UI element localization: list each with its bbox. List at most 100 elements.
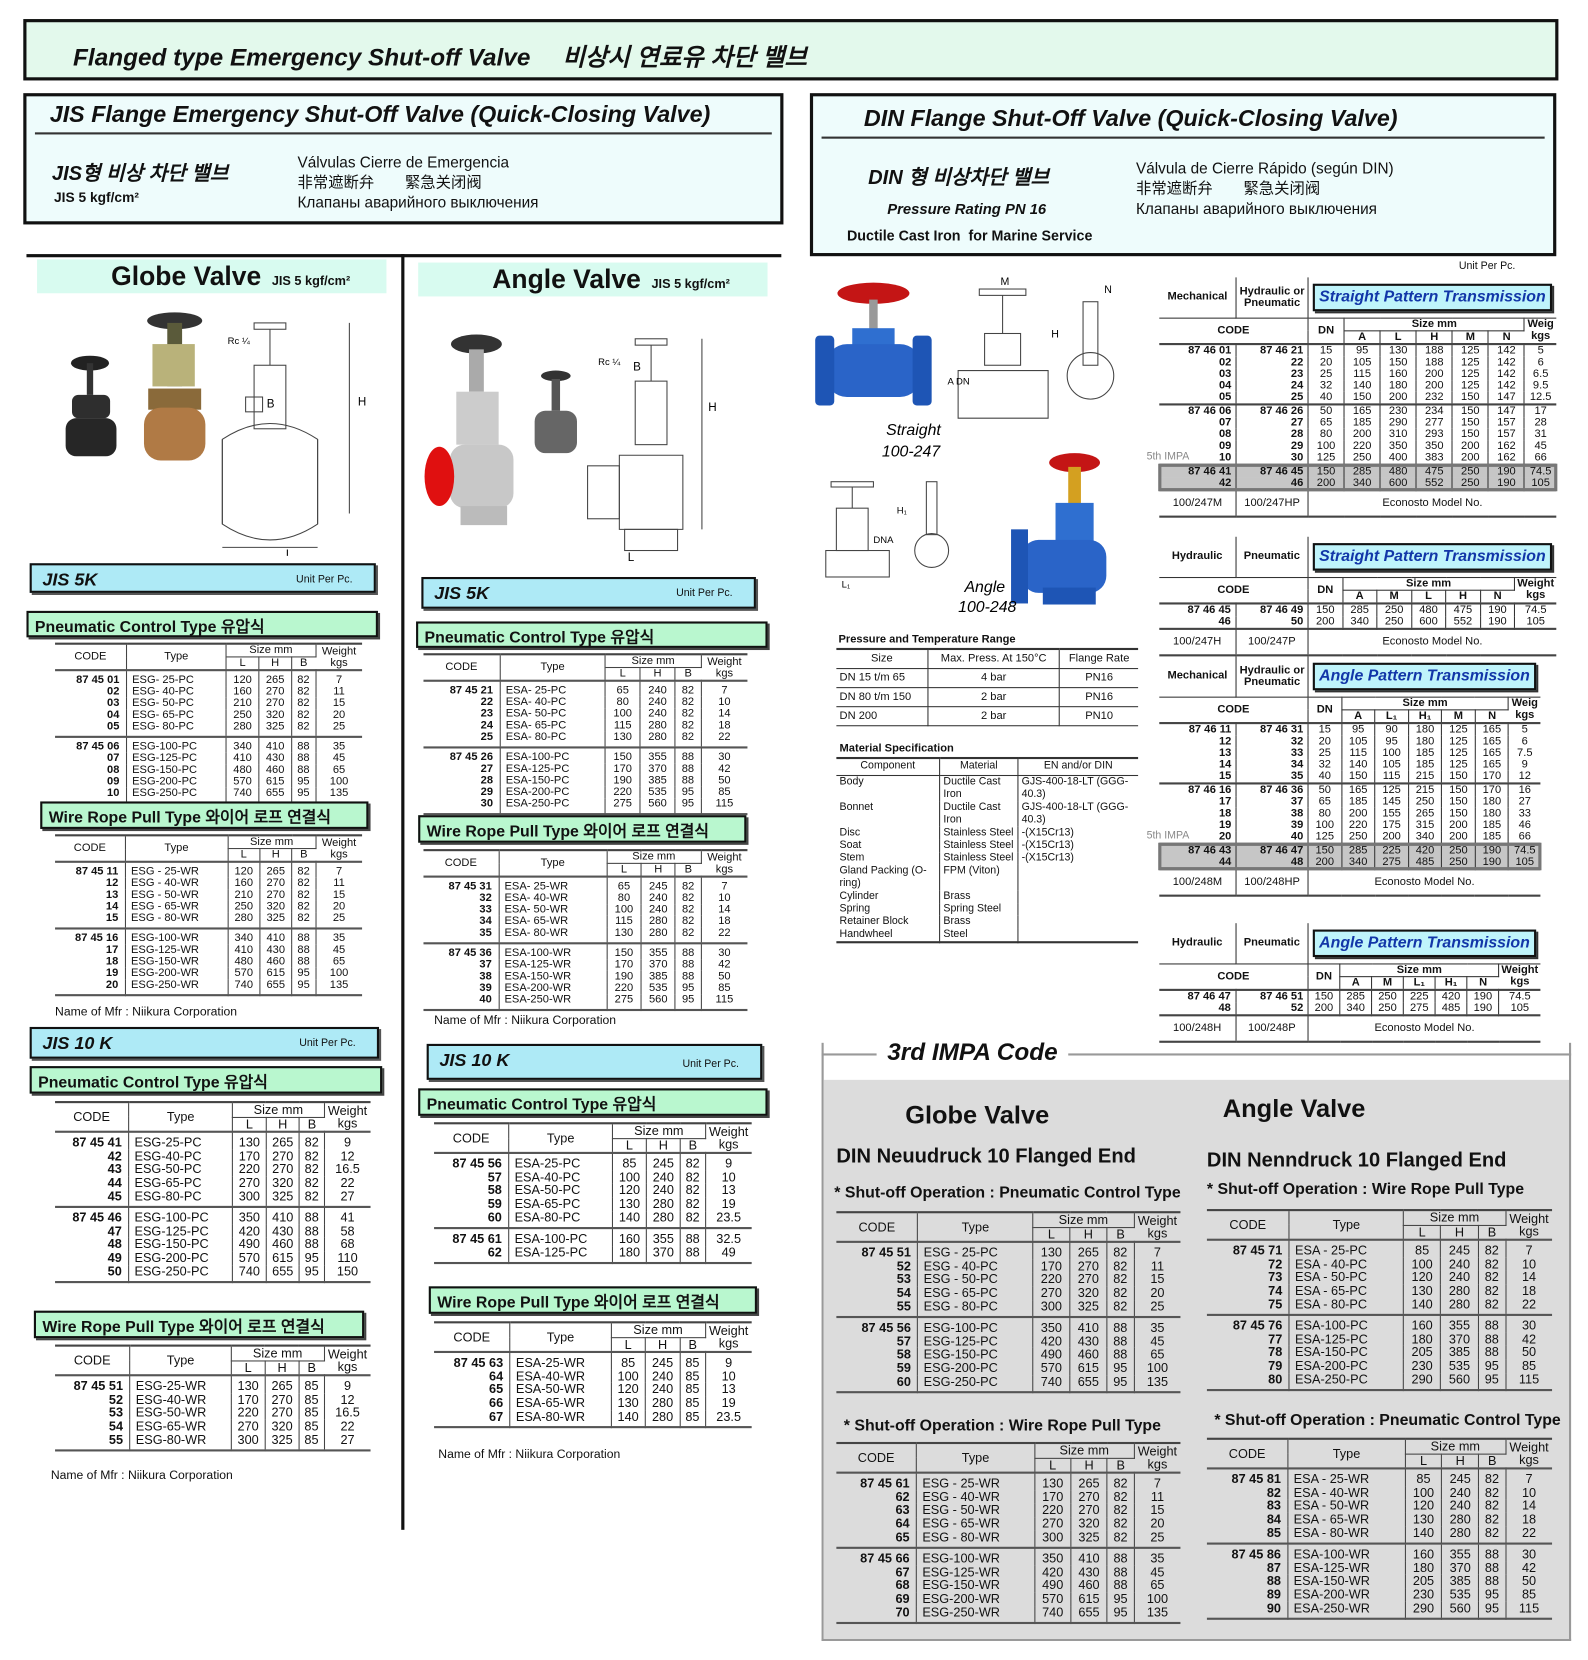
- weight-cell: 18: [1521, 1511, 1537, 1527]
- table-row: 87 45 31 ESA- 25-WR 65 245 82 7: [423, 876, 747, 893]
- col-size: Size mm: [226, 642, 317, 658]
- table-row: Retainer Block Brass: [836, 915, 1138, 928]
- b-cell: 95: [1107, 1605, 1135, 1624]
- b-cell: 88: [1106, 1317, 1135, 1335]
- table-row: Soat Stainless Steel -(X15Cr13): [836, 839, 1138, 852]
- col-weight: Weight kgs: [700, 849, 748, 878]
- col-b: B: [674, 667, 701, 682]
- code-cell: 87 46 26: [1236, 404, 1309, 417]
- code-cell: 87 45 41: [55, 1131, 130, 1150]
- dn-cell: 150: [1308, 989, 1341, 1003]
- jis-header: JIS Flange Emergency Shut-Off Valve (Qui…: [23, 93, 784, 225]
- type-cell: ESG-250-PC: [917, 1375, 1034, 1393]
- b-cell: 95: [675, 982, 702, 995]
- highlight-group: 87 46 41 87 46 45 150 285 480 475 250 190 74.5 42…: [1158, 463, 1558, 491]
- code-cell: 22: [423, 696, 501, 709]
- h-cell: 560: [1440, 1372, 1479, 1391]
- table-row: 57 ESA-40-PC 100 240 82 10: [434, 1171, 752, 1185]
- code-cell: 58: [836, 1348, 919, 1362]
- dim-cell: 170: [1475, 783, 1510, 796]
- h-cell: 385: [1440, 1346, 1479, 1360]
- h-cell: 240: [1441, 1486, 1480, 1500]
- footer-group: 100/247M 100/247HP Econosto Model No.: [1159, 489, 1557, 518]
- b-cell: 95: [1106, 1361, 1135, 1375]
- angle-10k-wirerope-table: CODE Type Size mm Weight kgs L H B 87 45 63 ESA-…: [434, 1321, 752, 1428]
- h-cell: 270: [259, 889, 293, 902]
- h-cell: 430: [258, 752, 292, 765]
- type-cell: ESG-80-PC: [128, 1189, 234, 1208]
- table-row: 68 ESG-150-WR 490 460 88 65: [836, 1579, 1180, 1593]
- weight-cell: 46: [1518, 818, 1531, 831]
- col-size: Size mm: [605, 653, 702, 669]
- h-cell: 410: [259, 928, 293, 945]
- model-hyd: 100/247P: [1235, 628, 1309, 656]
- header-row: Component Material EN and/or DIN: [836, 756, 1139, 776]
- dim-cell: 340: [1341, 856, 1376, 869]
- l-cell: 150: [605, 747, 641, 764]
- table-row: 10 ESG-250-PC 740 655 95 135: [55, 787, 362, 804]
- h-cell: 270: [1069, 1273, 1108, 1287]
- weight-cell: 5: [1521, 722, 1528, 736]
- dim-cell: 162: [1488, 451, 1526, 465]
- footer-row: 100/248H 100/248P Econosto Model No.: [1159, 1014, 1541, 1043]
- code-cell: 87 46 47: [1159, 989, 1237, 1003]
- weight-cell: 10: [1521, 1256, 1537, 1272]
- col-dn: DN: [1308, 963, 1341, 990]
- type-cell: ESA-80-WR: [510, 1410, 612, 1428]
- size-cell: DN 15 t/m 65: [836, 668, 929, 689]
- col-code: CODE: [1206, 1209, 1290, 1241]
- dim-cell: 150: [1441, 770, 1476, 784]
- dim-cell: 315: [1408, 819, 1443, 831]
- angle-section-header: Angle Valve JIS 5 kgf/cm²: [418, 262, 768, 297]
- code-cell: 87 46 41: [1159, 464, 1237, 478]
- pressure-header: Size: [836, 647, 929, 670]
- din-header-langs: Válvula de Cierre Rápido (según DIN) 非常遮…: [1136, 160, 1394, 220]
- code-cell: 46: [1159, 615, 1237, 629]
- b-cell: 82: [299, 1189, 325, 1208]
- dim-cell: 100: [1374, 746, 1409, 759]
- col-h: H: [640, 667, 676, 682]
- l-cell: 300: [1032, 1299, 1071, 1318]
- table-row: 15 ESG - 80-WR 280 325 82 25: [55, 912, 362, 929]
- dim-cell: 157: [1488, 428, 1526, 441]
- table-row: 08 28 80 200 310 293 150 157 31: [1159, 428, 1556, 441]
- material-header: Component: [836, 756, 941, 776]
- type-cell: ESG-250-PC: [128, 1264, 234, 1283]
- b-cell: 82: [1107, 1472, 1135, 1491]
- pressure-range-title: Pressure and Temperature Range: [838, 633, 1016, 646]
- table-row: 30 ESA-250-PC 275 560 95 115: [423, 798, 747, 815]
- flange-cell: PN16: [1059, 687, 1139, 708]
- l-cell: 100: [1403, 1257, 1442, 1271]
- col-dim: L₁: [1403, 976, 1436, 990]
- standard-cell: [1018, 890, 1138, 903]
- row-group: 87 45 26 ESA-100-PC 150 355 88 30 27 ESA-125-PC…: [423, 747, 748, 815]
- row-group: 87 45 76 ESA-100-PC 160 355 88 30 77 ESA-125-PC…: [1206, 1315, 1553, 1391]
- dim-cell: 200: [1441, 819, 1476, 831]
- din-drawing-label-h: H: [1051, 329, 1059, 341]
- col-h: H: [266, 1117, 300, 1133]
- valve-table: CODE Type Size mm Weight kgs L H B 87 45 51 ESG-…: [55, 1344, 371, 1452]
- l-cell: 100: [612, 1171, 647, 1185]
- col-h: H: [645, 1337, 681, 1353]
- valve-table: CODE Type Size mm Weight kgs L H B 87 45 71 ESA …: [1206, 1209, 1553, 1391]
- code-cell: 87 45 51: [836, 1242, 919, 1260]
- b-cell: 82: [291, 686, 317, 698]
- table-row: 87 45 81 ESA - 25-WR 85 245 82 7: [1206, 1468, 1552, 1487]
- dn-cell: 80: [1308, 428, 1345, 441]
- dim-cell: 185: [1475, 819, 1510, 831]
- l-cell: 130: [610, 1396, 646, 1410]
- b-cell: 82: [674, 680, 702, 697]
- din-drawing-label-n: N: [1104, 284, 1112, 296]
- weight-cell: 35: [1150, 1320, 1165, 1336]
- dn-cell: 200: [1308, 615, 1344, 629]
- code-cell: 40: [1236, 830, 1309, 844]
- table-row: 88 ESA-150-WR 205 385 88 50: [1206, 1575, 1552, 1588]
- h-cell: 655: [1070, 1605, 1108, 1624]
- valve-table: CODE Type Size mm Weight kgs L H B 87 45 56 ESA-…: [434, 1122, 752, 1264]
- code-cell: 72: [1206, 1257, 1290, 1271]
- table-row: 08 ESG-150-PC 480 460 88 65: [55, 764, 362, 777]
- code-cell: 35: [423, 927, 500, 944]
- l-cell: 120: [226, 670, 260, 687]
- code-cell: 59: [836, 1361, 919, 1375]
